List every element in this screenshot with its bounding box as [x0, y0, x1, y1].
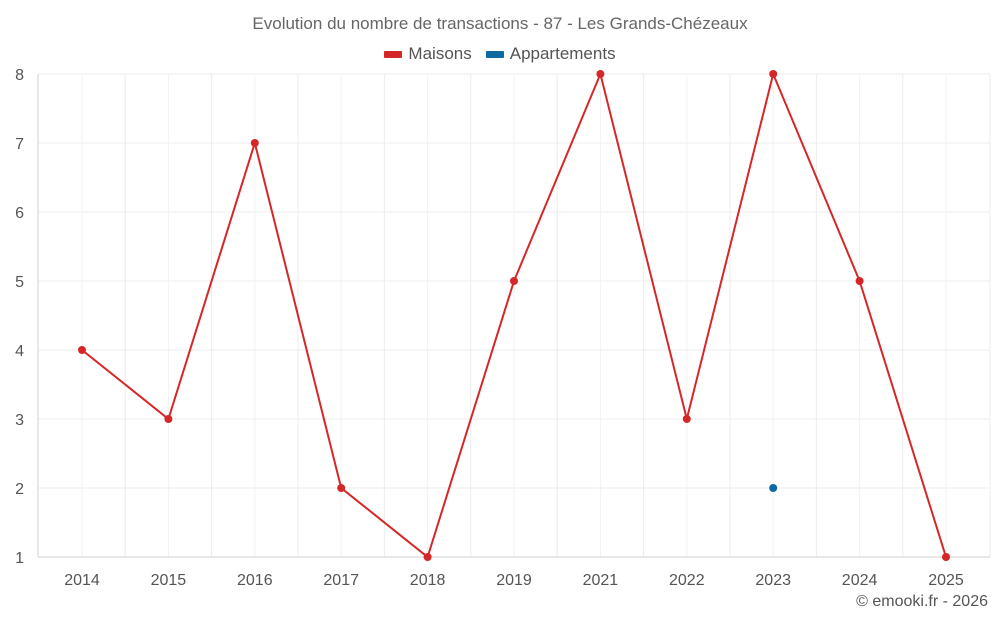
series-layer: [78, 70, 950, 561]
y-tick-label: 4: [15, 343, 24, 360]
y-tick-label: 7: [15, 136, 24, 153]
x-tick-label: 2023: [755, 572, 791, 589]
y-tick-label: 8: [15, 67, 24, 84]
x-tick-label: 2015: [151, 572, 187, 589]
x-tick-label: 2016: [237, 572, 273, 589]
data-point-maisons: [250, 139, 259, 147]
data-point-maisons: [942, 553, 950, 561]
legend-item-maisons[interactable]: Maisons: [384, 44, 472, 64]
x-tick-label: 2018: [410, 572, 446, 589]
x-tick-label: 2017: [323, 572, 359, 589]
data-point-maisons: [423, 553, 432, 561]
legend-label-appartements: Appartements: [509, 44, 616, 63]
y-tick-label: 6: [15, 205, 24, 222]
data-point-maisons: [855, 277, 864, 285]
data-point-maisons: [164, 415, 173, 423]
x-tick-label: 2019: [496, 572, 532, 589]
data-point-maisons: [337, 484, 346, 492]
y-tick-label: 2: [15, 481, 24, 498]
legend: Maisons Appartements: [0, 44, 1000, 64]
grid-layer: [37, 73, 991, 558]
y-tick-label: 5: [15, 274, 24, 291]
data-point-maisons: [78, 346, 86, 354]
y-tick-label: 1: [15, 550, 24, 567]
x-tick-label: 2014: [64, 572, 100, 589]
x-tick-label: 2021: [583, 572, 619, 589]
legend-swatch-appartements: [485, 50, 504, 58]
data-point-maisons: [596, 70, 605, 78]
y-tick-label: 3: [15, 412, 24, 429]
legend-label-maisons: Maisons: [408, 44, 472, 63]
data-point-maisons: [510, 277, 518, 285]
legend-swatch-maisons: [384, 50, 403, 58]
credit-text: © emooki.fr - 2026: [856, 593, 988, 610]
chart-title: Evolution du nombre de transactions - 87…: [252, 14, 748, 33]
x-tick-label: 2022: [669, 572, 705, 589]
legend-item-appartements[interactable]: Appartements: [485, 44, 616, 64]
axis-layer: 1 2 3 4 5 6 7 8 2014 2015 2016 2017 2018 2019 2021 2022…: [15, 67, 990, 589]
x-tick-label: 2025: [928, 572, 964, 589]
data-point-maisons: [682, 415, 691, 423]
data-point-maisons: [769, 70, 778, 78]
data-point-appartements: [769, 484, 778, 492]
x-tick-label: 2024: [842, 572, 878, 589]
